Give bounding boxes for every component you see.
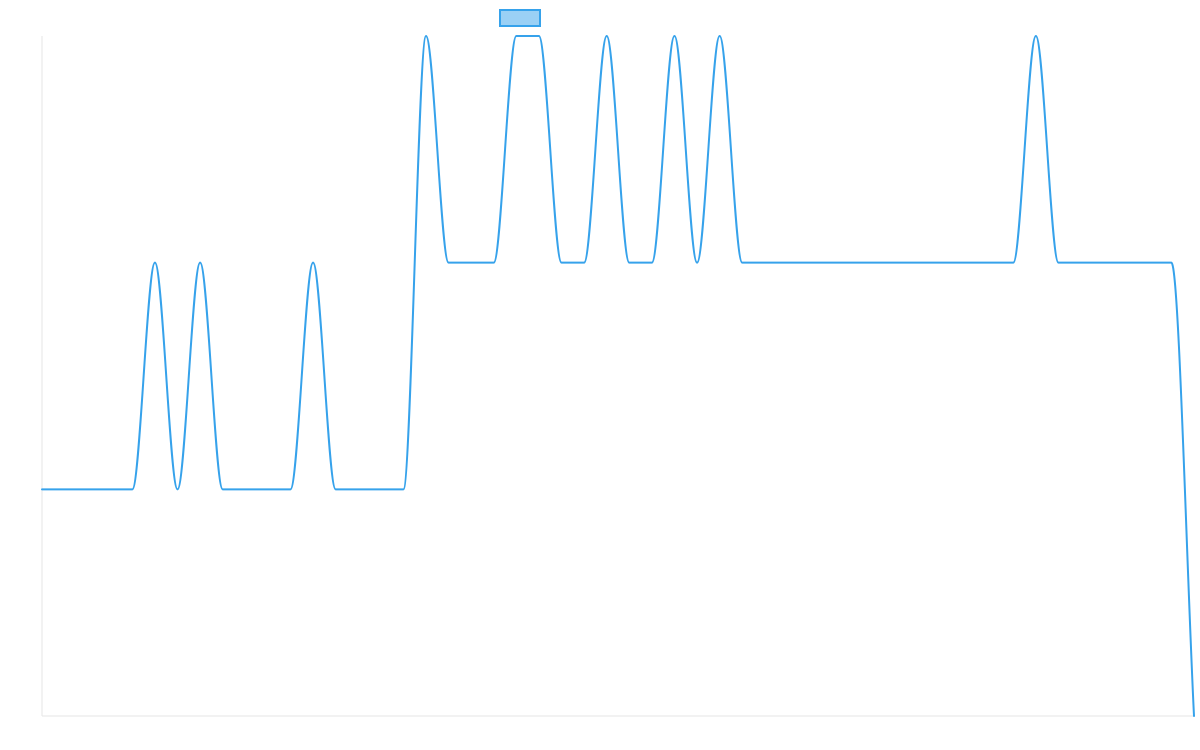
data-point-1-40[interactable] (943, 260, 949, 266)
data-point-1-10[interactable] (265, 486, 271, 492)
series-layer (41, 35, 1195, 717)
data-point-1-28[interactable] (671, 33, 677, 39)
data-point-1-4[interactable] (129, 486, 135, 492)
data-point-1-11[interactable] (287, 486, 293, 492)
data-point-1-17[interactable] (423, 33, 429, 39)
data-point-1-24[interactable] (581, 260, 587, 266)
series-line-1 (41, 35, 1195, 717)
data-point-1-5[interactable] (152, 260, 158, 266)
data-point-1-6[interactable] (175, 486, 181, 492)
data-point-1-16[interactable] (400, 486, 406, 492)
data-point-1-9[interactable] (242, 486, 248, 492)
data-point-1-50[interactable] (1168, 260, 1174, 266)
data-point-1-49[interactable] (1146, 260, 1152, 266)
data-point-1-38[interactable] (897, 260, 903, 266)
data-point-1-13[interactable] (333, 486, 339, 492)
data-point-1-22[interactable] (536, 33, 542, 39)
data-point-1-45[interactable] (1055, 260, 1061, 266)
data-point-1-32[interactable] (762, 260, 768, 266)
data-point-1-33[interactable] (784, 260, 790, 266)
data-point-1-20[interactable] (491, 260, 497, 266)
data-point-1-47[interactable] (1101, 260, 1107, 266)
data-point-1-26[interactable] (626, 260, 632, 266)
data-point-1-3[interactable] (107, 486, 113, 492)
data-point-1-18[interactable] (446, 260, 452, 266)
data-point-1-25[interactable] (604, 33, 610, 39)
data-point-1-43[interactable] (1010, 260, 1016, 266)
data-point-1-42[interactable] (988, 260, 994, 266)
data-point-1-29[interactable] (694, 260, 700, 266)
data-point-1-34[interactable] (807, 260, 813, 266)
data-point-1-1[interactable] (62, 486, 68, 492)
data-point-1-21[interactable] (513, 33, 519, 39)
data-point-1-41[interactable] (965, 260, 971, 266)
data-point-1-8[interactable] (220, 486, 226, 492)
legend-swatch-series-1[interactable] (499, 9, 541, 27)
data-point-1-7[interactable] (197, 260, 203, 266)
data-point-1-36[interactable] (852, 260, 858, 266)
data-point-1-44[interactable] (1033, 33, 1039, 39)
data-point-1-14[interactable] (355, 486, 361, 492)
data-point-1-35[interactable] (830, 260, 836, 266)
data-point-1-23[interactable] (559, 260, 565, 266)
data-point-1-19[interactable] (468, 260, 474, 266)
data-point-1-39[interactable] (920, 260, 926, 266)
data-point-1-2[interactable] (84, 486, 90, 492)
data-point-1-46[interactable] (1078, 260, 1084, 266)
data-point-1-0[interactable] (39, 486, 45, 492)
data-point-1-37[interactable] (875, 260, 881, 266)
data-point-1-15[interactable] (378, 486, 384, 492)
data-point-1-51[interactable] (1191, 713, 1197, 719)
data-point-1-27[interactable] (649, 260, 655, 266)
legend[interactable] (499, 9, 541, 27)
data-point-1-48[interactable] (1123, 260, 1129, 266)
data-point-1-30[interactable] (717, 33, 723, 39)
data-point-1-31[interactable] (739, 260, 745, 266)
chart-axes (41, 36, 1194, 717)
data-point-1-12[interactable] (310, 260, 316, 266)
